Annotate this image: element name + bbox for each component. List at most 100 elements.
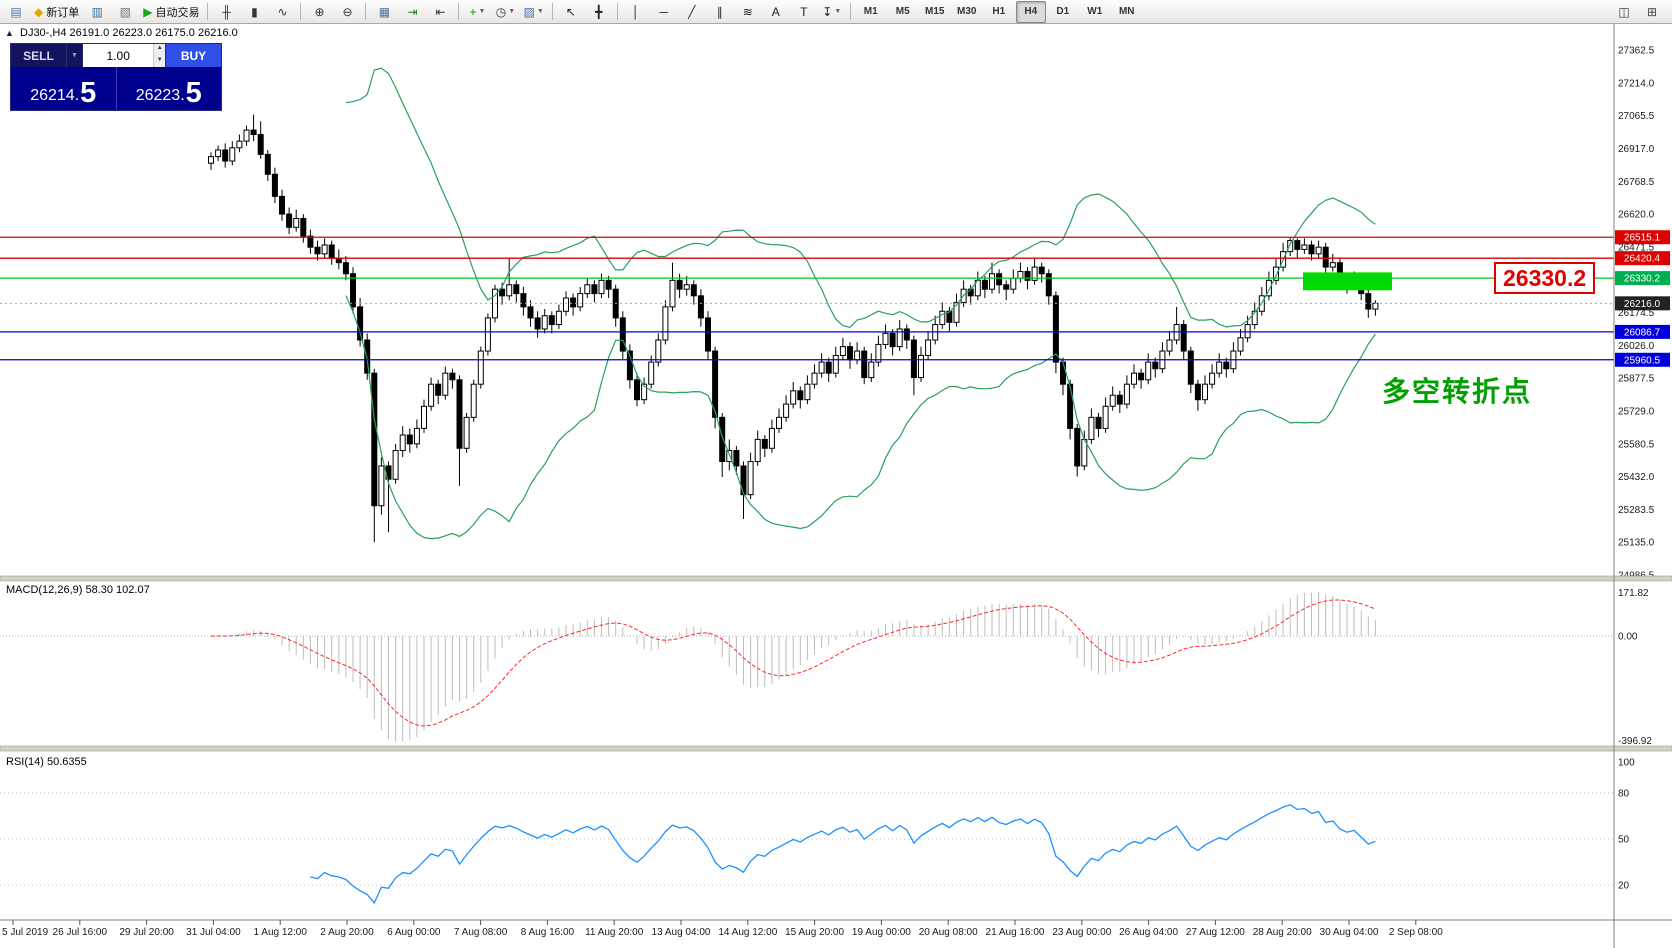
navigator-icon[interactable]: ▧ [112, 1, 138, 23]
level-price-badge: 26420.4 [1624, 254, 1661, 265]
crosshair-icon: ╋ [595, 4, 603, 19]
timeframe-d1-button[interactable]: D1 [1056, 6, 1070, 17]
zoom-in-icon[interactable]: ⊕ [306, 1, 332, 23]
bar-chart-icon[interactable]: ╫ [213, 1, 239, 23]
text-label-icon[interactable]: T [791, 1, 817, 23]
candle [953, 293, 960, 327]
market-watch-icon[interactable]: ▥ [84, 1, 110, 23]
toolbar-separator [365, 3, 367, 20]
timeframe-m15-button[interactable]: M15 [925, 6, 945, 17]
timeframe-mn-button[interactable]: MN [1118, 6, 1135, 17]
candle [1265, 271, 1272, 301]
one-click-collapse-icon[interactable]: ▲ [5, 28, 14, 38]
cursor-icon[interactable]: ↖ [558, 1, 584, 23]
horizontal-line-icon[interactable]: ─ [651, 1, 677, 23]
fibonacci-icon[interactable]: ≋ [735, 1, 761, 23]
fibonacci-icon: ≋ [742, 4, 753, 19]
autotrade-button[interactable]: ▶ 自动交易 [140, 1, 202, 23]
chart-annotation[interactable]: 多空转折点 [1382, 375, 1533, 408]
new-chart-icon[interactable]: ▤ [3, 1, 29, 23]
price-tick-label: 25877.5 [1618, 374, 1655, 385]
candle [662, 300, 669, 345]
candle [768, 419, 775, 453]
candlestick-series [208, 114, 1379, 543]
chart-symbol-info: DJ30-,H4 26191.0 26223.0 26175.0 26216.0 [20, 27, 238, 39]
candle [406, 428, 413, 453]
candle [939, 302, 946, 329]
pane-separator-rsi[interactable] [0, 745, 1672, 752]
candle [1294, 238, 1301, 259]
candlestick-chart-icon[interactable]: ▮ [241, 1, 267, 23]
toolbar-separator [616, 3, 618, 20]
price-callout-label[interactable]: 26330.2 [1494, 262, 1596, 294]
candle [385, 461, 392, 533]
autotrade-button-label: 自动交易 [155, 6, 200, 19]
candle [747, 452, 754, 500]
candle [1372, 300, 1379, 316]
candle [655, 333, 662, 367]
ask-price-main: 26223. [135, 87, 185, 104]
sell-button[interactable]: SELL [11, 44, 67, 67]
price-tick-label: 25135.0 [1618, 538, 1655, 549]
cursor-icon: ↖ [565, 4, 576, 19]
price-tick-label: 26620.0 [1618, 210, 1655, 221]
candle [918, 346, 924, 382]
time-tick-label: 15 Aug 20:00 [785, 927, 844, 938]
tile-windows-icon[interactable]: ▦ [371, 1, 397, 23]
full-screen-icon[interactable]: ⊞ [1646, 4, 1658, 19]
volume-input[interactable] [83, 44, 154, 67]
ask-price[interactable]: 26223. 5 [117, 67, 222, 110]
candle [541, 309, 548, 334]
time-axis[interactable]: 5 Jul 2019 26 Jul 16:00 29 Jul 20:00 31 Jul… [2, 920, 1443, 938]
time-tick-label: 20 Aug 08:00 [919, 927, 978, 938]
text-icon: A [771, 4, 780, 19]
new-order-button[interactable]: ◆ 新订单 [31, 1, 82, 23]
candle [229, 141, 236, 166]
candle [1152, 357, 1159, 378]
equidistant-channel-icon[interactable]: ∥ [707, 1, 733, 23]
bid-price[interactable]: 26214. 5 [11, 67, 117, 110]
periods-icon[interactable]: ◷ ▼ [492, 1, 518, 23]
order-type-caret-icon[interactable]: ▼ [67, 44, 83, 67]
chart-shift-icon[interactable]: ⇤ [427, 1, 453, 23]
highlight-zone[interactable] [1303, 272, 1392, 291]
level-price-badge: 26515.1 [1624, 233, 1661, 244]
candle [705, 311, 711, 360]
vertical-line-icon[interactable]: │ [623, 1, 649, 23]
candle [243, 125, 250, 146]
templates-icon[interactable]: ▨ ▼ [520, 1, 546, 23]
volume-up-icon[interactable]: ▲ [154, 44, 165, 56]
indicators-icon: + [469, 4, 477, 19]
pane-separator-macd[interactable] [0, 575, 1672, 582]
candle [364, 333, 371, 380]
data-window-icon[interactable]: ◫ [1618, 4, 1630, 19]
indicators-icon[interactable]: + ▼ [464, 1, 490, 23]
candle [761, 435, 768, 458]
time-tick-label: 28 Aug 20:00 [1253, 927, 1312, 938]
timeframe-w1-button[interactable]: W1 [1087, 6, 1103, 17]
candle [598, 273, 605, 299]
price-axis[interactable]: 27362.5 27214.0 27065.5 26917.0 26768.5 26620… [1618, 46, 1655, 582]
text-icon[interactable]: A [763, 1, 789, 23]
candle [378, 457, 385, 515]
auto-scroll-icon[interactable]: ⇥ [399, 1, 425, 23]
zoom-out-icon[interactable]: ⊖ [334, 1, 360, 23]
timeframe-m5-button[interactable]: M5 [895, 6, 910, 17]
crosshair-icon[interactable]: ╋ [586, 1, 612, 23]
timeframe-h1-button[interactable]: H1 [992, 6, 1006, 17]
timeframe-h4-button[interactable]: H4 [1015, 0, 1046, 23]
bid-price-main: 26214. [30, 87, 80, 104]
arrows-icon[interactable]: ↧ ▼ [819, 1, 845, 23]
line-chart-icon[interactable]: ∿ [269, 1, 295, 23]
timeframe-m1-button[interactable]: M1 [863, 6, 878, 17]
timeframe-m30-button[interactable]: M30 [957, 6, 977, 17]
trendline-icon[interactable]: ╱ [679, 1, 705, 23]
buy-button[interactable]: BUY [166, 44, 221, 67]
time-tick-label: 23 Aug 00:00 [1052, 927, 1111, 938]
candle [335, 249, 342, 270]
candle [314, 240, 321, 261]
level-price-badge: 26086.7 [1624, 327, 1661, 338]
volume-down-icon[interactable]: ▼ [154, 55, 165, 67]
candle [257, 121, 264, 159]
